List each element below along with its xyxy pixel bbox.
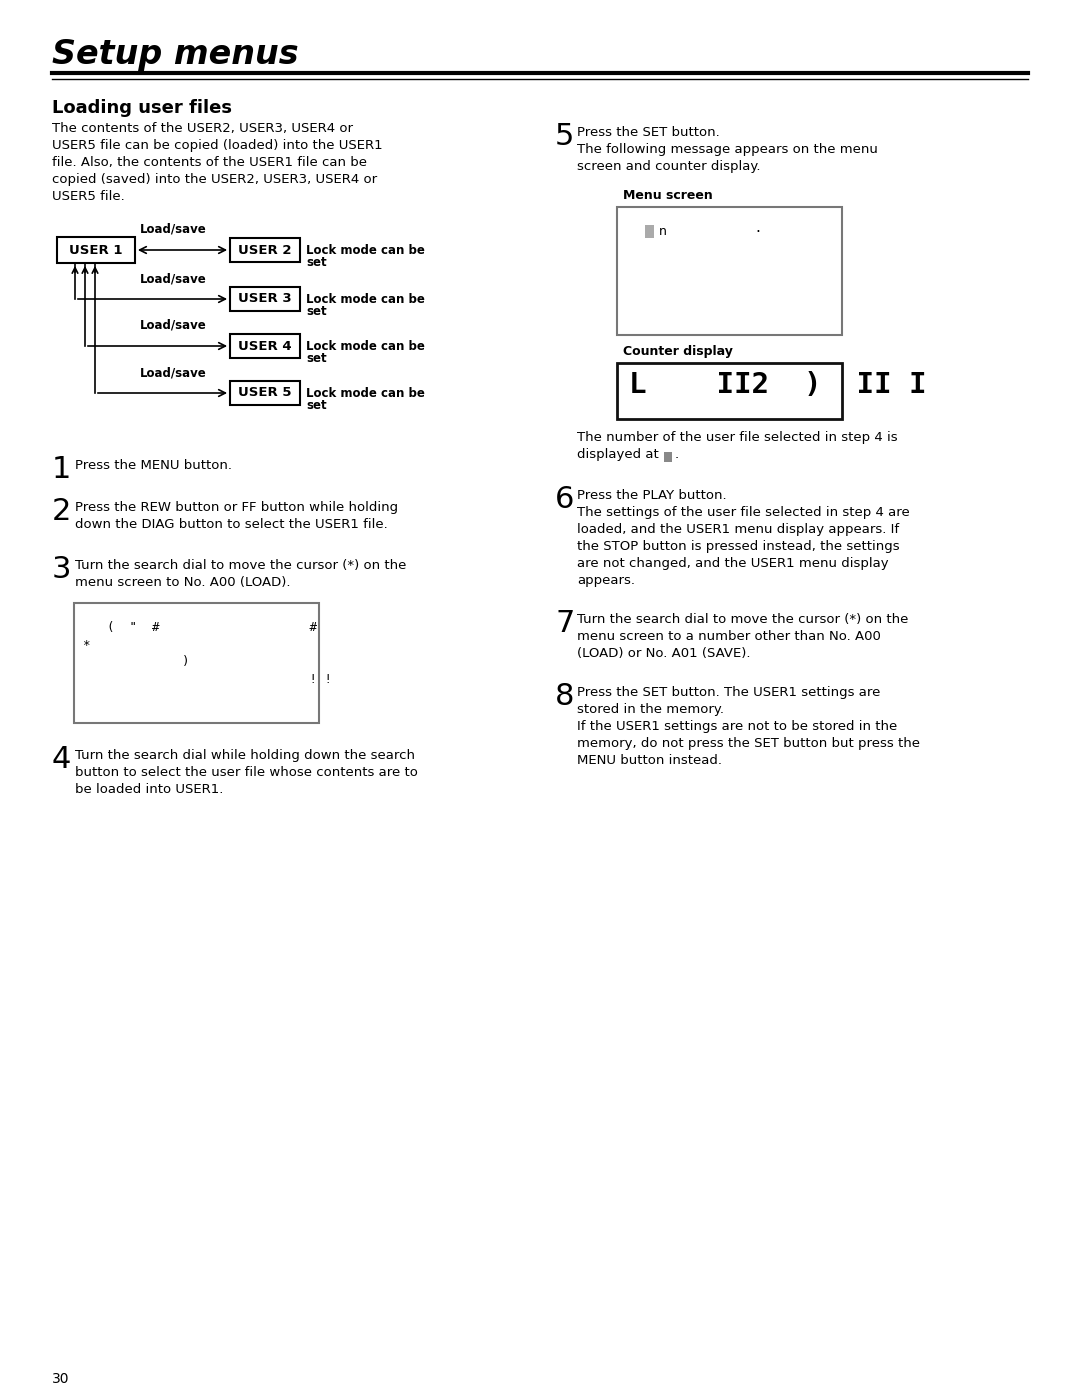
Text: USER5 file can be copied (loaded) into the USER1: USER5 file can be copied (loaded) into t…	[52, 138, 382, 152]
Text: Lock mode can be: Lock mode can be	[306, 293, 424, 306]
Text: set: set	[306, 352, 326, 365]
Text: 2: 2	[52, 497, 71, 527]
Text: Load/save: Load/save	[140, 224, 206, 236]
Text: memory, do not press the SET button but press the: memory, do not press the SET button but …	[577, 738, 920, 750]
Text: USER 3: USER 3	[239, 292, 292, 306]
Text: 30: 30	[52, 1372, 69, 1386]
Text: are not changed, and the USER1 menu display: are not changed, and the USER1 menu disp…	[577, 557, 889, 570]
Text: Press the SET button.: Press the SET button.	[577, 126, 719, 138]
Text: 7: 7	[555, 609, 575, 638]
Text: set: set	[306, 305, 326, 319]
Text: n: n	[659, 225, 666, 237]
Text: menu screen to a number other than No. A00: menu screen to a number other than No. A…	[577, 630, 881, 643]
Text: file. Also, the contents of the USER1 file can be: file. Also, the contents of the USER1 fi…	[52, 156, 367, 169]
Text: set: set	[306, 256, 326, 270]
Text: The following message appears on the menu: The following message appears on the men…	[577, 142, 878, 156]
Text: ! !: ! !	[92, 673, 332, 686]
Text: (  "  #                    #: ( " # #	[92, 622, 318, 634]
Bar	[230, 286, 300, 312]
Text: down the DIAG button to select the USER1 file.: down the DIAG button to select the USER1…	[75, 518, 388, 531]
Text: be loaded into USER1.: be loaded into USER1.	[75, 782, 224, 796]
Text: Loading user files: Loading user files	[52, 99, 232, 117]
Text: .: .	[675, 448, 679, 461]
Text: Turn the search dial while holding down the search: Turn the search dial while holding down …	[75, 749, 415, 761]
Text: button to select the user file whose contents are to: button to select the user file whose con…	[75, 766, 418, 780]
Bar	[617, 207, 842, 335]
Text: the STOP button is pressed instead, the settings: the STOP button is pressed instead, the …	[577, 541, 900, 553]
Text: Press the MENU button.: Press the MENU button.	[75, 460, 232, 472]
Text: Press the PLAY button.: Press the PLAY button.	[577, 489, 727, 502]
Bar	[645, 225, 654, 237]
Text: displayed at: displayed at	[577, 448, 659, 461]
Text: If the USER1 settings are not to be stored in the: If the USER1 settings are not to be stor…	[577, 719, 897, 733]
Text: 1: 1	[52, 455, 71, 483]
Text: screen and counter display.: screen and counter display.	[577, 161, 760, 173]
Text: The contents of the USER2, USER3, USER4 or: The contents of the USER2, USER3, USER4 …	[52, 122, 353, 136]
Text: USER 2: USER 2	[239, 243, 292, 257]
Bar	[57, 237, 135, 263]
Text: 6: 6	[555, 485, 575, 514]
Text: 3: 3	[52, 555, 71, 584]
Bar	[230, 334, 300, 358]
Text: USER 5: USER 5	[239, 387, 292, 400]
Text: Press the REW button or FF button while holding: Press the REW button or FF button while …	[75, 502, 399, 514]
Text: USER 4: USER 4	[239, 339, 292, 352]
Bar	[230, 237, 300, 263]
Text: (LOAD) or No. A01 (SAVE).: (LOAD) or No. A01 (SAVE).	[577, 647, 751, 659]
Text: Load/save: Load/save	[140, 366, 206, 379]
Text: 4: 4	[52, 745, 71, 774]
Text: Setup menus: Setup menus	[52, 38, 299, 71]
Text: Lock mode can be: Lock mode can be	[306, 244, 424, 257]
Text: MENU button instead.: MENU button instead.	[577, 754, 723, 767]
Text: Press the SET button. The USER1 settings are: Press the SET button. The USER1 settings…	[577, 686, 880, 698]
Text: Turn the search dial to move the cursor (*) on the: Turn the search dial to move the cursor …	[75, 559, 406, 571]
Text: L    II2  )  II I: L II2 ) II I	[629, 372, 927, 400]
Text: Counter display: Counter display	[623, 345, 733, 358]
Text: The number of the user file selected in step 4 is: The number of the user file selected in …	[577, 432, 897, 444]
Text: Load/save: Load/save	[140, 319, 206, 332]
Text: USER5 file.: USER5 file.	[52, 190, 125, 203]
Bar	[75, 604, 319, 724]
Text: loaded, and the USER1 menu display appears. If: loaded, and the USER1 menu display appea…	[577, 522, 900, 536]
Text: set: set	[306, 400, 326, 412]
Text: Lock mode can be: Lock mode can be	[306, 339, 424, 353]
Text: 5: 5	[555, 122, 575, 151]
Text: ): )	[92, 655, 189, 668]
Bar	[230, 381, 300, 405]
Text: Lock mode can be: Lock mode can be	[306, 387, 424, 400]
Text: menu screen to No. A00 (LOAD).: menu screen to No. A00 (LOAD).	[75, 576, 291, 590]
Text: stored in the memory.: stored in the memory.	[577, 703, 724, 717]
Bar	[664, 453, 672, 462]
Text: Load/save: Load/save	[140, 272, 206, 285]
Text: USER 1: USER 1	[69, 243, 123, 257]
Text: copied (saved) into the USER2, USER3, USER4 or: copied (saved) into the USER2, USER3, US…	[52, 173, 377, 186]
Text: ·: ·	[755, 225, 760, 240]
Bar	[617, 363, 842, 419]
Text: The settings of the user file selected in step 4 are: The settings of the user file selected i…	[577, 506, 909, 520]
Text: Menu screen: Menu screen	[623, 189, 713, 203]
Text: *: *	[82, 638, 90, 652]
Text: Turn the search dial to move the cursor (*) on the: Turn the search dial to move the cursor …	[577, 613, 908, 626]
Text: appears.: appears.	[577, 574, 635, 587]
Text: 8: 8	[555, 682, 575, 711]
